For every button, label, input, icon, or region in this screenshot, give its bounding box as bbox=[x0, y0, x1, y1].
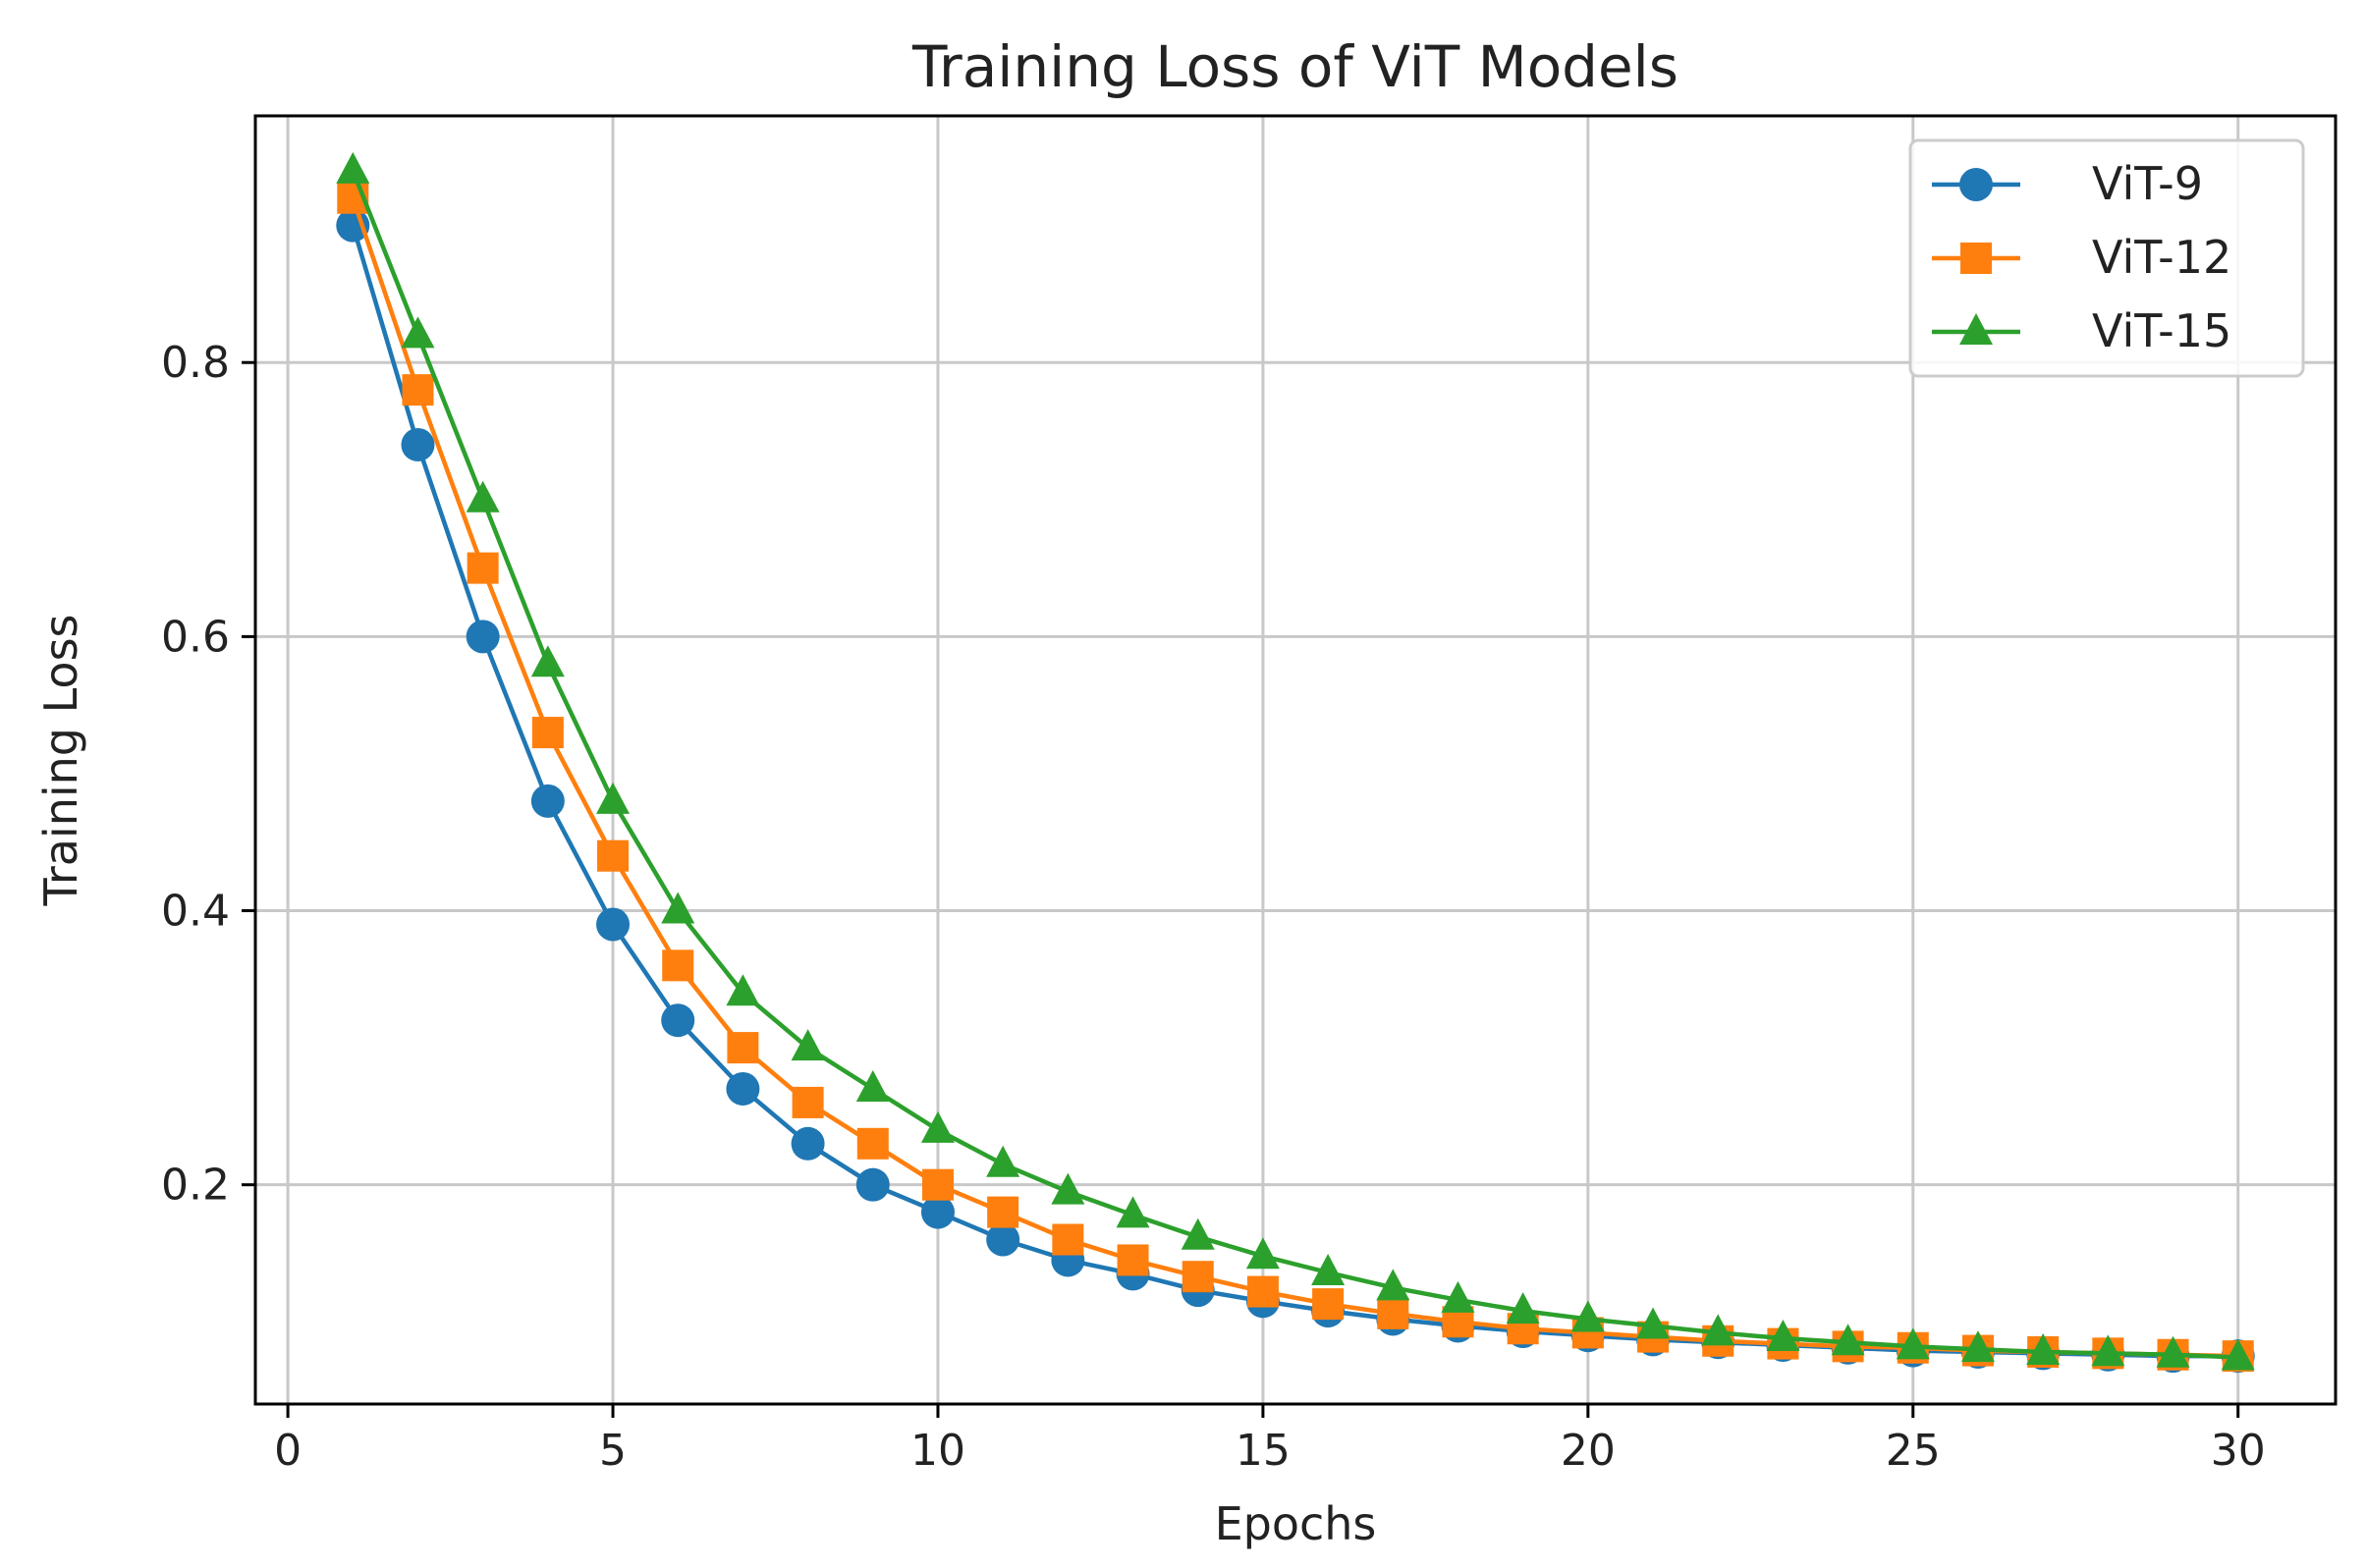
legend-label: ViT-9 bbox=[2092, 157, 2203, 210]
data-point bbox=[1506, 1292, 1540, 1325]
data-point bbox=[662, 949, 694, 982]
data-point bbox=[2221, 1338, 2255, 1371]
data-point bbox=[531, 717, 564, 749]
data-point bbox=[986, 1222, 1020, 1257]
legend-marker bbox=[1959, 313, 1993, 345]
data-point bbox=[661, 892, 695, 924]
data-point bbox=[402, 374, 434, 406]
x-tick-label: 0 bbox=[274, 1426, 302, 1476]
data-point bbox=[466, 480, 500, 513]
data-point bbox=[920, 1195, 955, 1229]
data-point bbox=[1376, 1269, 1410, 1301]
series-group bbox=[336, 151, 2255, 1374]
legend-item: ViT-12 bbox=[1932, 231, 2231, 284]
data-point bbox=[401, 427, 435, 461]
data-point bbox=[791, 1126, 825, 1161]
legend-marker bbox=[1959, 168, 1993, 201]
data-point bbox=[1570, 1300, 1605, 1332]
plot-frame bbox=[253, 114, 2338, 1406]
data-point bbox=[1441, 1280, 1475, 1313]
legend-item: ViT-15 bbox=[1932, 304, 2231, 357]
data-point bbox=[661, 1003, 695, 1038]
data-point bbox=[530, 645, 565, 677]
y-tick-label: 0.8 bbox=[161, 338, 230, 388]
data-point bbox=[1636, 1307, 1671, 1339]
data-point bbox=[1311, 1254, 1346, 1286]
data-point bbox=[530, 784, 565, 818]
data-point bbox=[1831, 1324, 1865, 1356]
data-point bbox=[596, 907, 631, 942]
data-point bbox=[791, 1029, 825, 1061]
data-point bbox=[1312, 1288, 1345, 1321]
x-tick-label: 15 bbox=[1236, 1426, 1291, 1476]
data-point bbox=[727, 1032, 759, 1064]
data-point bbox=[856, 1127, 889, 1160]
data-point bbox=[1377, 1297, 1409, 1329]
legend: ViT-9 ViT-12 ViT-15 bbox=[1908, 138, 2305, 378]
x-tick-label: 5 bbox=[599, 1426, 627, 1476]
x-tick-label: 30 bbox=[2211, 1426, 2266, 1476]
legend-label: ViT-12 bbox=[2092, 231, 2231, 284]
data-point bbox=[1766, 1320, 1800, 1352]
data-point bbox=[726, 974, 760, 1006]
data-point bbox=[1116, 1196, 1150, 1228]
data-point bbox=[792, 1086, 824, 1118]
data-point bbox=[596, 782, 631, 814]
x-tick-label: 10 bbox=[910, 1426, 965, 1476]
data-point bbox=[467, 552, 499, 584]
x-tick-label: 25 bbox=[1886, 1426, 1941, 1476]
data-point bbox=[1181, 1217, 1215, 1250]
data-point bbox=[2156, 1335, 2190, 1368]
data-point bbox=[401, 316, 435, 349]
series-line bbox=[351, 169, 2238, 1360]
x-axis-label: Epochs bbox=[1215, 1497, 1377, 1550]
data-point bbox=[855, 1167, 890, 1202]
data-point bbox=[1117, 1244, 1149, 1276]
data-point bbox=[1052, 1223, 1084, 1256]
y-tick-label: 0.4 bbox=[161, 887, 230, 937]
legend-item: ViT-9 bbox=[1932, 157, 2203, 210]
data-point bbox=[726, 1071, 760, 1106]
chart-title: Training Loss of ViT Models bbox=[911, 33, 1678, 100]
data-point bbox=[1245, 1237, 1280, 1270]
data-point bbox=[2026, 1332, 2061, 1365]
data-point bbox=[921, 1168, 954, 1201]
data-point bbox=[336, 151, 370, 184]
data-point bbox=[1051, 1172, 1085, 1205]
data-point bbox=[1896, 1327, 1930, 1360]
data-point bbox=[987, 1196, 1019, 1228]
data-point bbox=[2091, 1334, 2125, 1367]
legend-box bbox=[1908, 138, 2305, 378]
axis-ticks: 0 5 10 15 20 25 30 0.2 0.4 0.6 0.8 bbox=[161, 338, 2266, 1476]
y-tick-label: 0.2 bbox=[161, 1161, 230, 1211]
data-point bbox=[1960, 1330, 1995, 1363]
data-point bbox=[855, 1069, 890, 1102]
series-vit-15 bbox=[336, 151, 2255, 1371]
legend-marker bbox=[1960, 243, 1992, 274]
data-point bbox=[920, 1110, 955, 1143]
data-point bbox=[1701, 1314, 1735, 1346]
data-point bbox=[986, 1145, 1020, 1177]
y-tick-label: 0.6 bbox=[161, 612, 230, 662]
data-point bbox=[1246, 1275, 1279, 1308]
x-tick-label: 20 bbox=[1561, 1426, 1616, 1476]
data-point bbox=[1182, 1261, 1214, 1293]
y-axis-label: Training Loss bbox=[34, 614, 87, 906]
data-point bbox=[597, 839, 630, 872]
data-point bbox=[466, 620, 500, 654]
legend-label: ViT-15 bbox=[2092, 304, 2231, 357]
